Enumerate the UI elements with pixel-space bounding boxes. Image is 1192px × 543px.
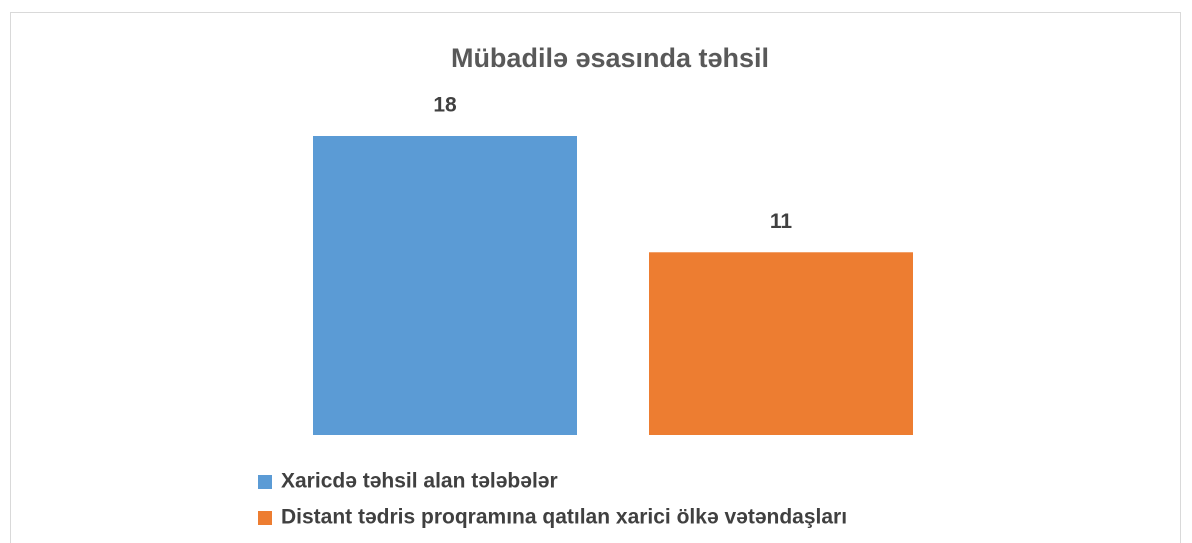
legend-label: Xaricdə təhsil alan tələbələr: [281, 470, 558, 493]
bar: [649, 252, 913, 435]
chart-border: [10, 12, 1181, 543]
bar: [313, 136, 577, 435]
legend-label: Distant tədris proqramına qatılan xarici…: [281, 506, 847, 529]
legend-swatch: [258, 511, 272, 525]
data-label: 11: [770, 210, 793, 233]
legend-swatch: [258, 475, 272, 489]
chart-title: Mübadilə əsasında təhsil: [451, 43, 769, 73]
data-label: 18: [433, 94, 457, 117]
